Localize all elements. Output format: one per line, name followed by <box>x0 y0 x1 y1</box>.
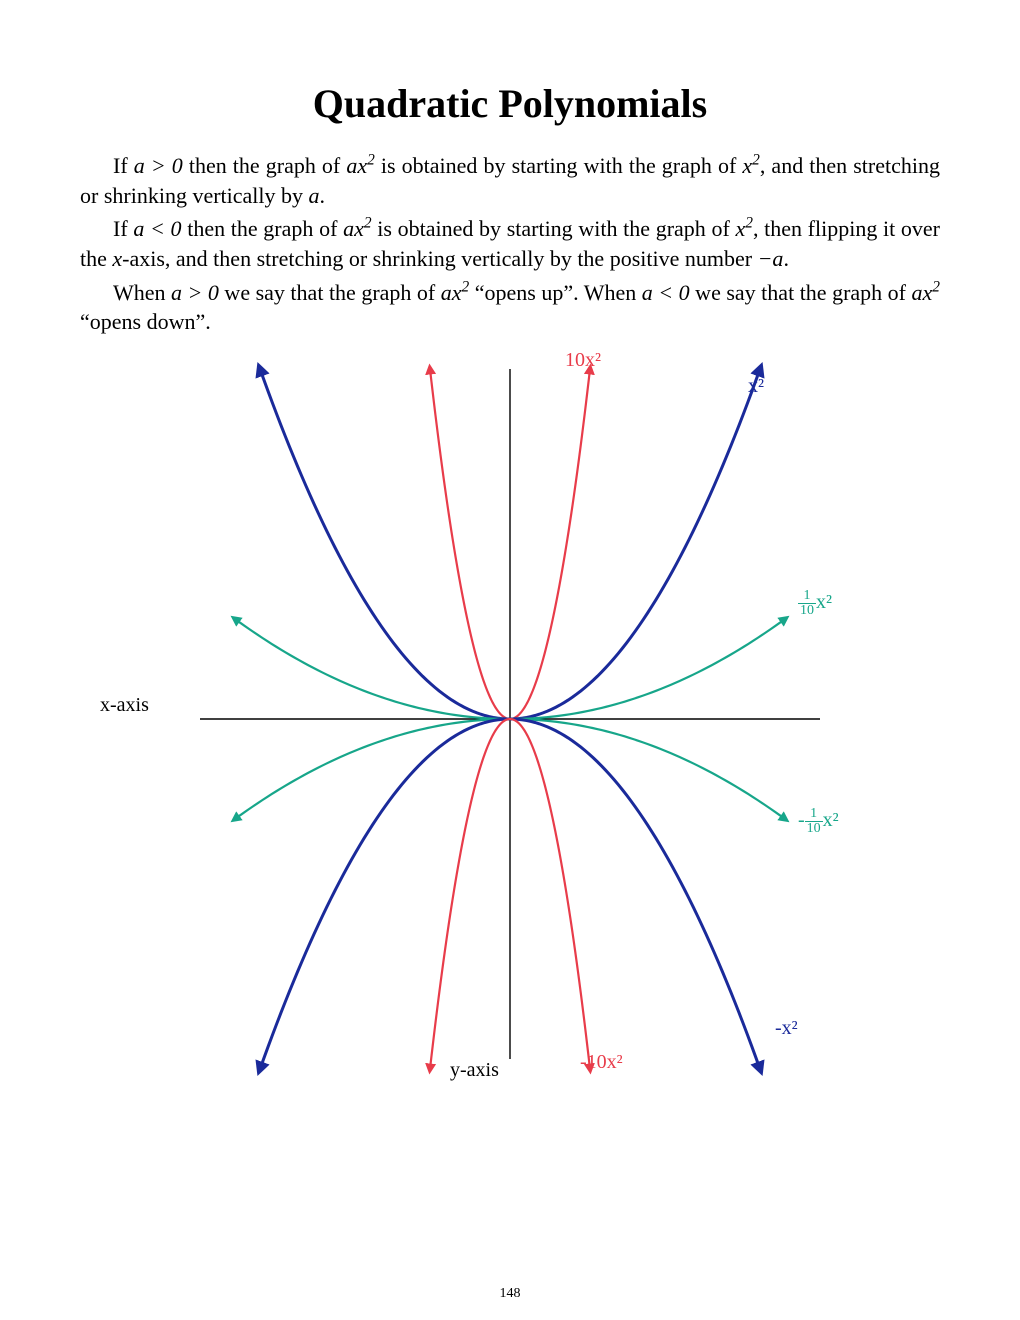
text: “opens up”. When <box>469 280 642 305</box>
math-x: x <box>112 246 122 271</box>
math-ax2: ax2 <box>441 280 469 305</box>
math-x2: x2 <box>742 153 759 178</box>
text: is obtained by starting with the graph o… <box>372 216 736 241</box>
label-neg-1-10-x2: -110x² <box>798 807 839 836</box>
page-title: Quadratic Polynomials <box>80 80 940 127</box>
text: is obtained by starting with the graph o… <box>375 153 743 178</box>
math-a-gt-0: a > 0 <box>134 153 183 178</box>
math-a: a <box>309 183 320 208</box>
label-x2: x² <box>748 375 764 398</box>
text: . <box>320 183 326 208</box>
text: then the graph of <box>182 216 344 241</box>
text: “opens down”. <box>80 309 211 334</box>
paragraph-3: When a > 0 we say that the graph of ax2 … <box>80 278 940 337</box>
text: . <box>783 246 789 271</box>
math-a-lt-0: a < 0 <box>642 280 690 305</box>
math-ax2: ax2 <box>346 153 374 178</box>
x-axis-label: x-axis <box>100 694 149 717</box>
text: If <box>113 216 133 241</box>
parabola-graph: x-axis y-axis 10x² x² 110x² -110x² -x² -… <box>80 349 940 1089</box>
paragraph-1: If a > 0 then the graph of ax2 is obtain… <box>80 151 940 210</box>
page-number: 148 <box>0 1286 1020 1302</box>
label-neg-10x2: -10x² <box>580 1051 623 1074</box>
math-neg-a: −a <box>758 246 784 271</box>
text: -axis, and then stretching or shrinking … <box>122 246 757 271</box>
math-ax2: ax2 <box>343 216 371 241</box>
text: When <box>113 280 171 305</box>
y-axis-label: y-axis <box>450 1059 499 1082</box>
text: If <box>113 153 134 178</box>
math-a-gt-0: a > 0 <box>171 280 219 305</box>
fraction-icon: 110 <box>798 589 816 618</box>
fraction-icon: 110 <box>805 807 823 836</box>
math-a-lt-0: a < 0 <box>133 216 181 241</box>
label-neg-x2: -x² <box>775 1017 798 1040</box>
math-ax2: ax2 <box>912 280 940 305</box>
graph-svg <box>80 349 940 1089</box>
math-x2: x2 <box>735 216 752 241</box>
label-10x2: 10x² <box>565 349 601 372</box>
label-1-10-x2: 110x² <box>798 589 832 618</box>
text: then the graph of <box>183 153 347 178</box>
paragraph-2: If a < 0 then the graph of ax2 is obtain… <box>80 214 940 273</box>
text: we say that the graph of <box>219 280 441 305</box>
text: we say that the graph of <box>690 280 912 305</box>
